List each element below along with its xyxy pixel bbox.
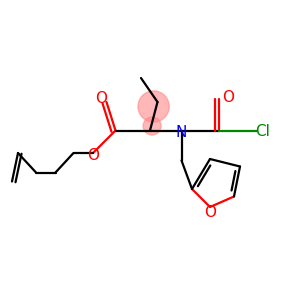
Text: O: O	[204, 205, 216, 220]
Circle shape	[143, 117, 161, 135]
Circle shape	[138, 91, 169, 122]
Text: N: N	[176, 125, 187, 140]
Text: O: O	[87, 148, 99, 163]
Text: O: O	[95, 91, 107, 106]
Text: Cl: Cl	[255, 124, 270, 140]
Text: O: O	[223, 90, 235, 105]
